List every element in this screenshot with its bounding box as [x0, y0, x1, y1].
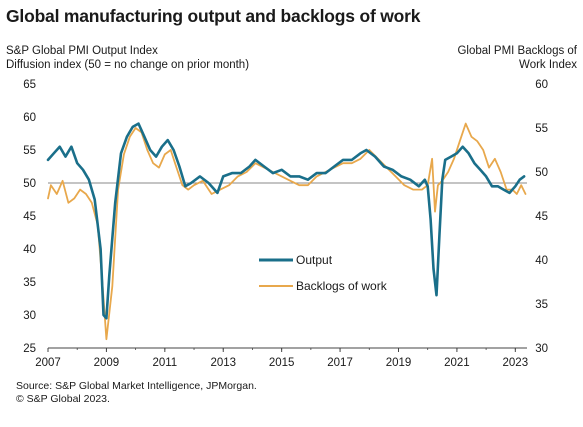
left-y-tick-label: 65 [23, 79, 36, 91]
x-tick-label: 2019 [386, 357, 412, 369]
left-axis-label-line-2: Diffusion index (50 = no change on prior… [6, 59, 250, 71]
chart-axes: 25 30 35 40 45 50 55 60 65 30 35 40 45 50 55 60 2007 2009… [23, 79, 548, 369]
left-axis-label-line-1: S&P Global PMI Output Index [6, 45, 158, 57]
right-axis-label-line-2: Work Index [519, 59, 577, 71]
right-y-tick-label: 40 [535, 255, 548, 267]
source-line-2: © S&P Global 2023. [16, 393, 110, 405]
source-line-1: Source: S&P Global Market Intelligence, … [16, 380, 257, 392]
left-y-tick-label: 60 [23, 112, 36, 124]
left-y-tick-label: 50 [23, 178, 36, 190]
left-y-tick-label: 45 [23, 211, 36, 223]
chart-legend: Output Backlogs of work [259, 253, 388, 293]
right-y-tick-label: 45 [535, 211, 548, 223]
x-tick-label: 2007 [35, 357, 61, 369]
x-tick-label: 2015 [269, 357, 295, 369]
left-y-tick-label: 25 [23, 343, 36, 355]
x-tick-label: 2017 [327, 357, 353, 369]
right-y-tick-label: 50 [535, 167, 548, 179]
x-tick-label: 2023 [503, 357, 529, 369]
left-y-tick-label: 55 [23, 145, 36, 157]
right-y-tick-label: 55 [535, 123, 548, 135]
chart-series [46, 122, 527, 341]
right-y-tick-label: 30 [535, 343, 548, 355]
right-y-tick-label: 35 [535, 299, 548, 311]
left-y-tick-label: 35 [23, 277, 36, 289]
legend-label-output: Output [296, 253, 333, 267]
x-tick-label: 2011 [152, 357, 177, 369]
backlogs-series-line [47, 122, 527, 341]
right-axis-label-line-1: Global PMI Backlogs of [457, 45, 577, 57]
chart-title: Global manufacturing output and backlogs… [6, 6, 421, 26]
left-y-tick-label: 30 [23, 310, 36, 322]
left-y-tick-label: 40 [23, 244, 36, 256]
source-note: Source: S&P Global Market Intelligence, … [16, 380, 257, 406]
left-axis-label: S&P Global PMI Output Index Diffusion in… [6, 44, 249, 72]
right-axis-label: Global PMI Backlogs of Work Index [457, 44, 577, 72]
legend-label-backlogs: Backlogs of work [296, 279, 388, 293]
x-tick-label: 2021 [444, 357, 470, 369]
output-series-line [46, 122, 526, 320]
right-y-tick-label: 60 [535, 79, 548, 91]
x-tick-label: 2009 [94, 357, 120, 369]
x-tick-label: 2013 [210, 357, 236, 369]
